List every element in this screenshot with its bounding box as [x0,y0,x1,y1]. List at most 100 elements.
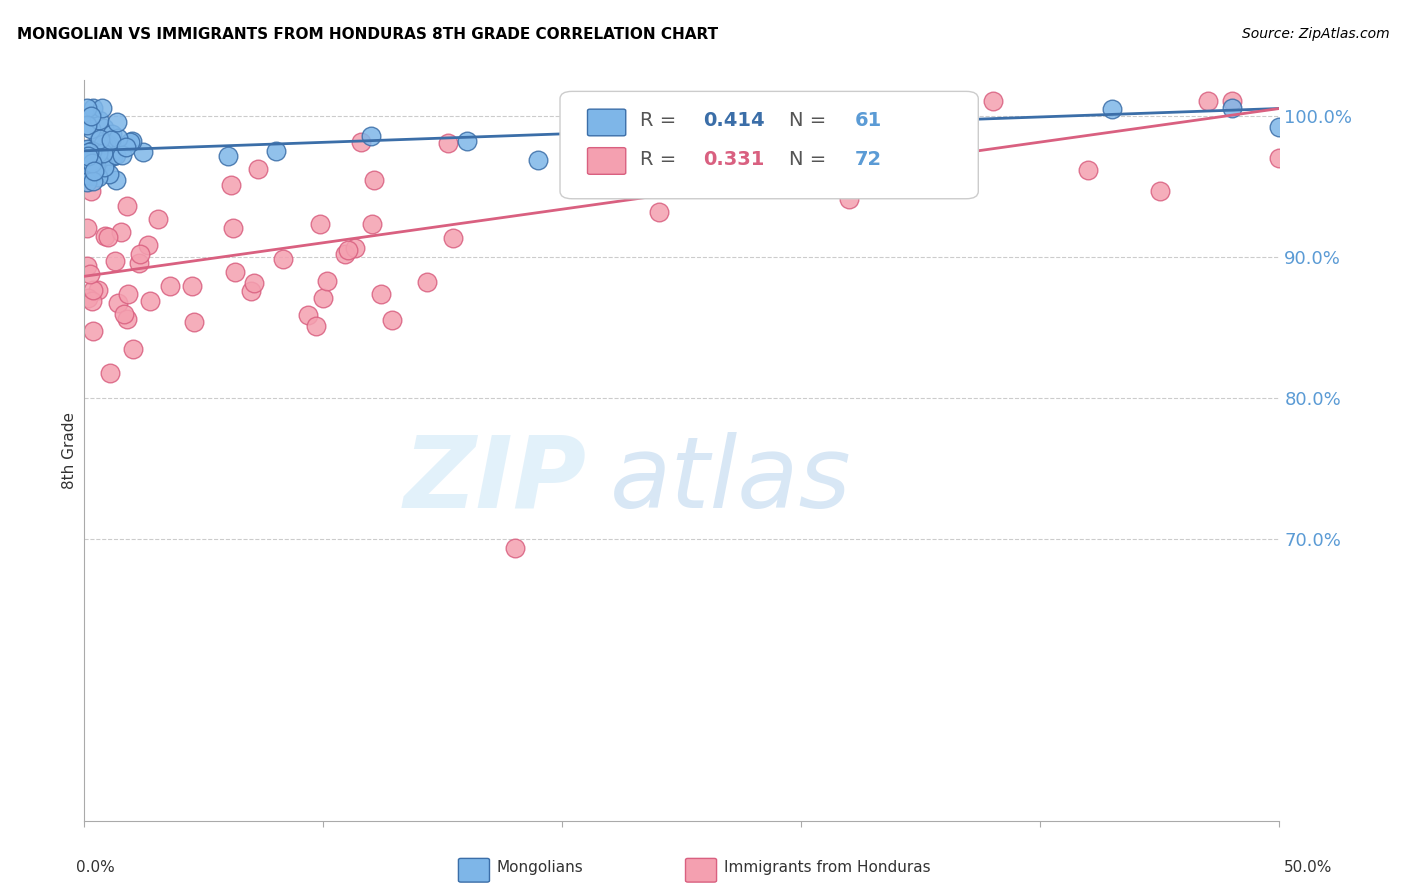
Point [648,204,671,219]
Point [97,229,120,244]
Point [82,102,104,116]
FancyBboxPatch shape [560,91,979,199]
Point [80,109,103,123]
Point [77,152,100,166]
Text: Source: ZipAtlas.com: Source: ZipAtlas.com [1241,27,1389,41]
Point [456,134,478,148]
Point [804,124,827,138]
Point [84,161,107,176]
Point [575,102,598,116]
Point [105,173,128,187]
Point [416,275,439,289]
Point [503,541,526,556]
Point [1101,103,1123,117]
Point [76,102,98,116]
Point [76,168,98,182]
Point [100,133,122,147]
Point [305,318,328,333]
Point [128,256,150,270]
Point [598,168,620,182]
Text: atlas: atlas [610,432,852,529]
Point [114,140,136,154]
Point [101,149,124,163]
Point [360,128,382,143]
Point [786,177,808,191]
Text: R =: R = [640,112,682,130]
Point [80,156,103,170]
Point [335,247,357,261]
Point [224,265,246,279]
Point [82,294,104,309]
Point [297,309,319,323]
Point [98,366,121,380]
Point [851,167,873,181]
Point [181,279,204,293]
Point [1149,184,1171,198]
Point [120,135,142,149]
Point [1220,95,1243,109]
Point [363,173,385,187]
Point [83,164,105,178]
Point [110,226,132,240]
Point [82,325,104,339]
Point [146,211,169,226]
Point [910,132,932,146]
Point [361,217,384,231]
Point [79,267,101,281]
Point [97,167,120,181]
Point [82,283,104,297]
Point [1220,102,1243,116]
Text: N =: N = [790,112,832,130]
Point [243,276,266,290]
Point [832,167,855,181]
Point [838,192,860,206]
Point [76,149,98,163]
Point [94,137,117,152]
Point [437,136,460,151]
Point [110,148,132,162]
Point [76,175,98,189]
Point [76,161,98,176]
Point [89,112,111,127]
Text: 0.414: 0.414 [703,112,765,130]
Point [104,148,127,162]
Point [264,145,287,159]
Point [655,169,678,184]
Point [745,157,768,171]
Point [82,173,104,187]
Point [94,229,117,244]
Text: Immigrants from Honduras: Immigrants from Honduras [724,860,931,875]
Point [105,115,128,129]
Point [87,283,110,297]
FancyBboxPatch shape [458,858,489,882]
FancyBboxPatch shape [588,148,626,174]
Point [271,252,294,266]
Point [115,312,138,326]
Point [441,231,464,245]
FancyBboxPatch shape [686,858,717,882]
Y-axis label: 8th Grade: 8th Grade [62,412,77,489]
Point [586,156,609,170]
Point [139,293,162,308]
Point [222,221,245,235]
Point [136,238,159,252]
Point [107,296,129,310]
Point [527,153,550,168]
Point [77,291,100,305]
Point [1268,120,1291,134]
Point [381,313,404,327]
Point [183,315,205,329]
Point [80,153,103,168]
Point [96,154,118,169]
Point [159,278,181,293]
Point [117,287,139,301]
Point [76,119,98,133]
Text: 0.331: 0.331 [703,150,765,169]
Text: Mongolians: Mongolians [496,860,583,875]
Point [97,137,120,152]
Point [87,164,110,178]
Point [1197,95,1219,109]
Point [129,247,152,261]
Point [86,134,108,148]
Text: 50.0%: 50.0% [1284,861,1331,875]
